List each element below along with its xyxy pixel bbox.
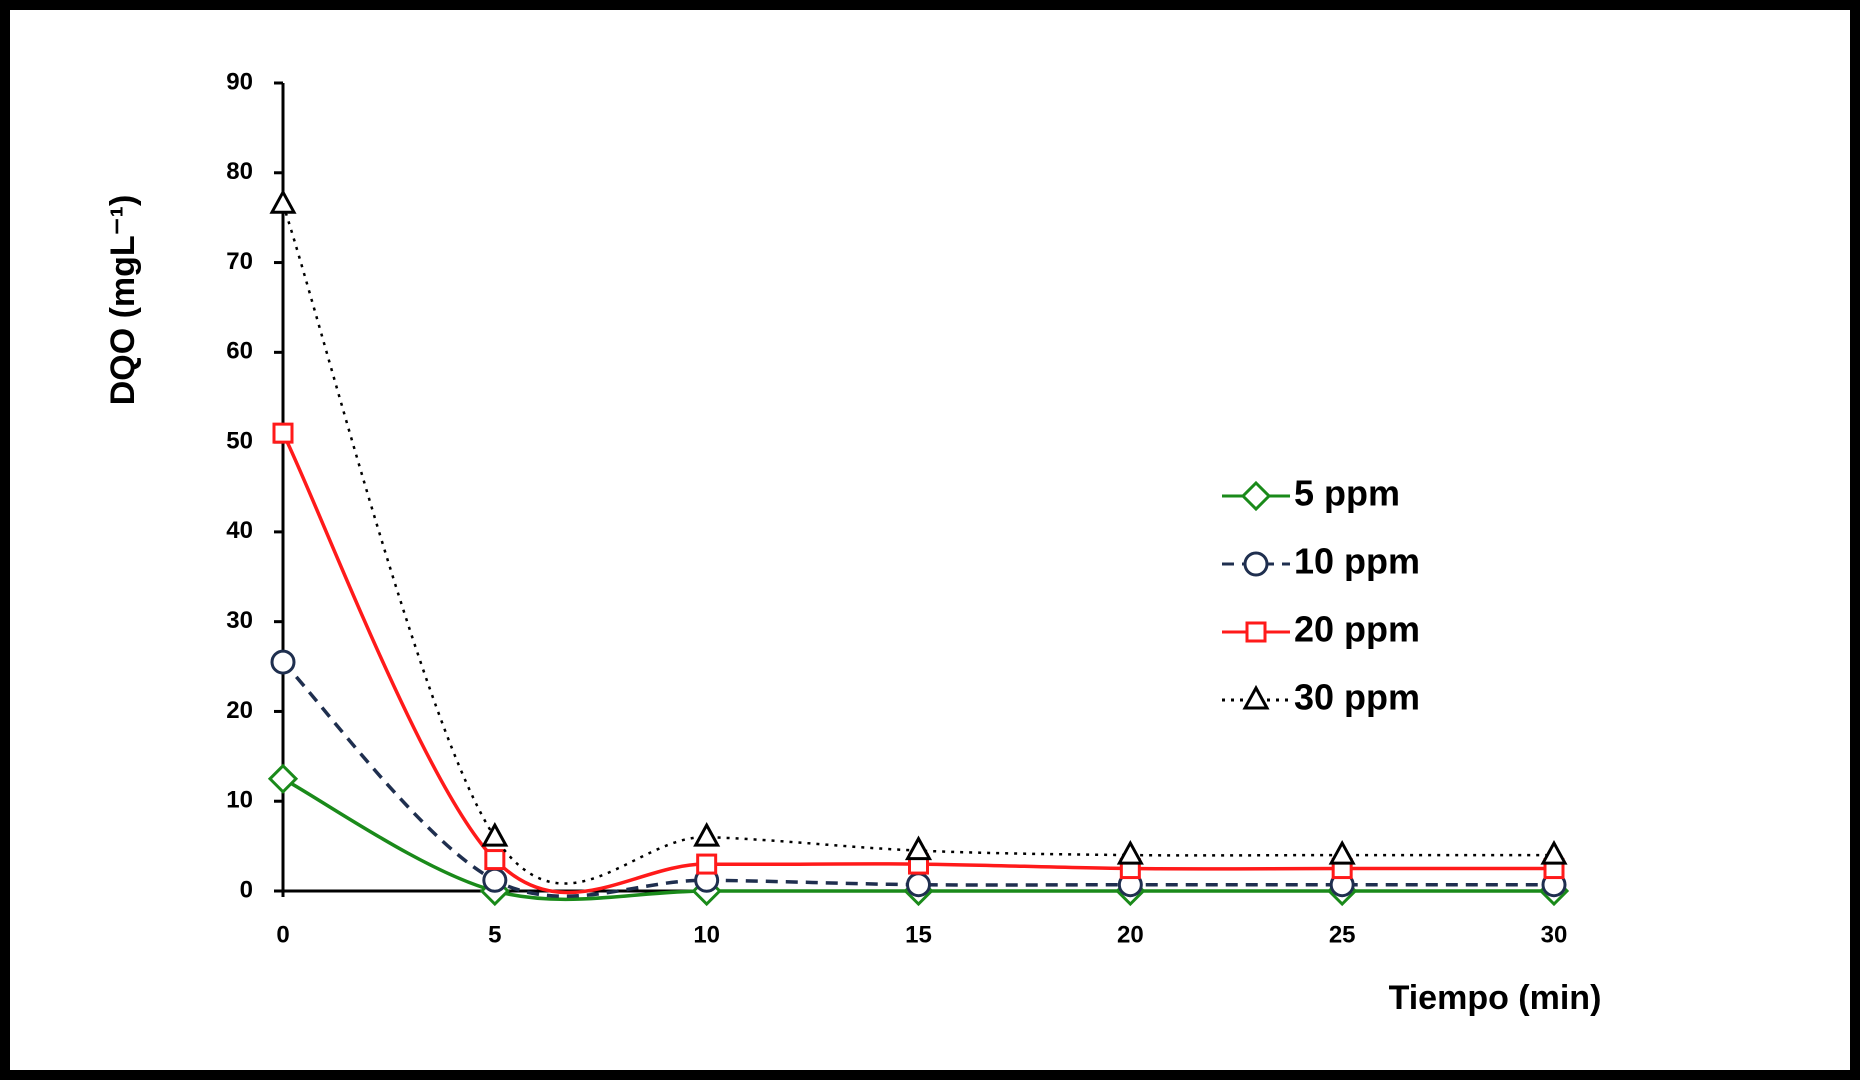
x-tick-label: 10 — [693, 921, 720, 948]
x-tick-label: 0 — [276, 921, 289, 948]
data-point — [267, 763, 299, 794]
data-point — [906, 872, 931, 898]
x-tick-label: 25 — [1329, 921, 1356, 948]
data-point — [1328, 839, 1356, 865]
data-point — [481, 822, 509, 847]
x-tick-label: 30 — [1541, 921, 1568, 948]
y-tick-label: 40 — [226, 517, 253, 544]
legend-marker — [1245, 621, 1267, 643]
legend-label: 10 ppm — [1294, 541, 1420, 582]
y-tick-label: 60 — [226, 338, 253, 365]
legend-marker — [1240, 480, 1272, 512]
data-point — [693, 822, 721, 847]
x-tick-label: 15 — [905, 921, 932, 948]
data-point — [272, 422, 294, 444]
x-tick-label: 20 — [1117, 921, 1144, 948]
data-point — [1116, 839, 1144, 865]
y-tick-label: 50 — [226, 427, 253, 454]
legend-marker — [1243, 551, 1269, 577]
legend-label: 20 ppm — [1294, 609, 1420, 650]
data-point — [484, 849, 506, 871]
data-point — [482, 867, 508, 893]
y-tick-label: 0 — [240, 876, 253, 903]
data-point — [270, 649, 296, 675]
y-tick-label: 80 — [226, 158, 253, 185]
legend-marker — [1242, 684, 1270, 710]
series-line — [281, 660, 1554, 898]
legend-label: 5 ppm — [1294, 473, 1400, 514]
x-axis-title: Tiempo (min) — [1389, 979, 1602, 1017]
series-line — [281, 203, 1554, 885]
y-tick-label: 10 — [226, 787, 253, 814]
data-point — [696, 853, 718, 875]
y-tick-label: 30 — [226, 607, 253, 634]
data-point — [1540, 839, 1568, 865]
y-axis-title: DQO (mgL⁻¹) — [104, 195, 142, 406]
data-point — [904, 835, 933, 861]
legend-label: 30 ppm — [1294, 677, 1420, 718]
x-tick-label: 5 — [488, 921, 501, 948]
y-tick-label: 90 — [226, 68, 253, 95]
y-tick-label: 20 — [226, 697, 253, 724]
y-tick-label: 70 — [226, 248, 253, 275]
data-point — [269, 189, 297, 214]
